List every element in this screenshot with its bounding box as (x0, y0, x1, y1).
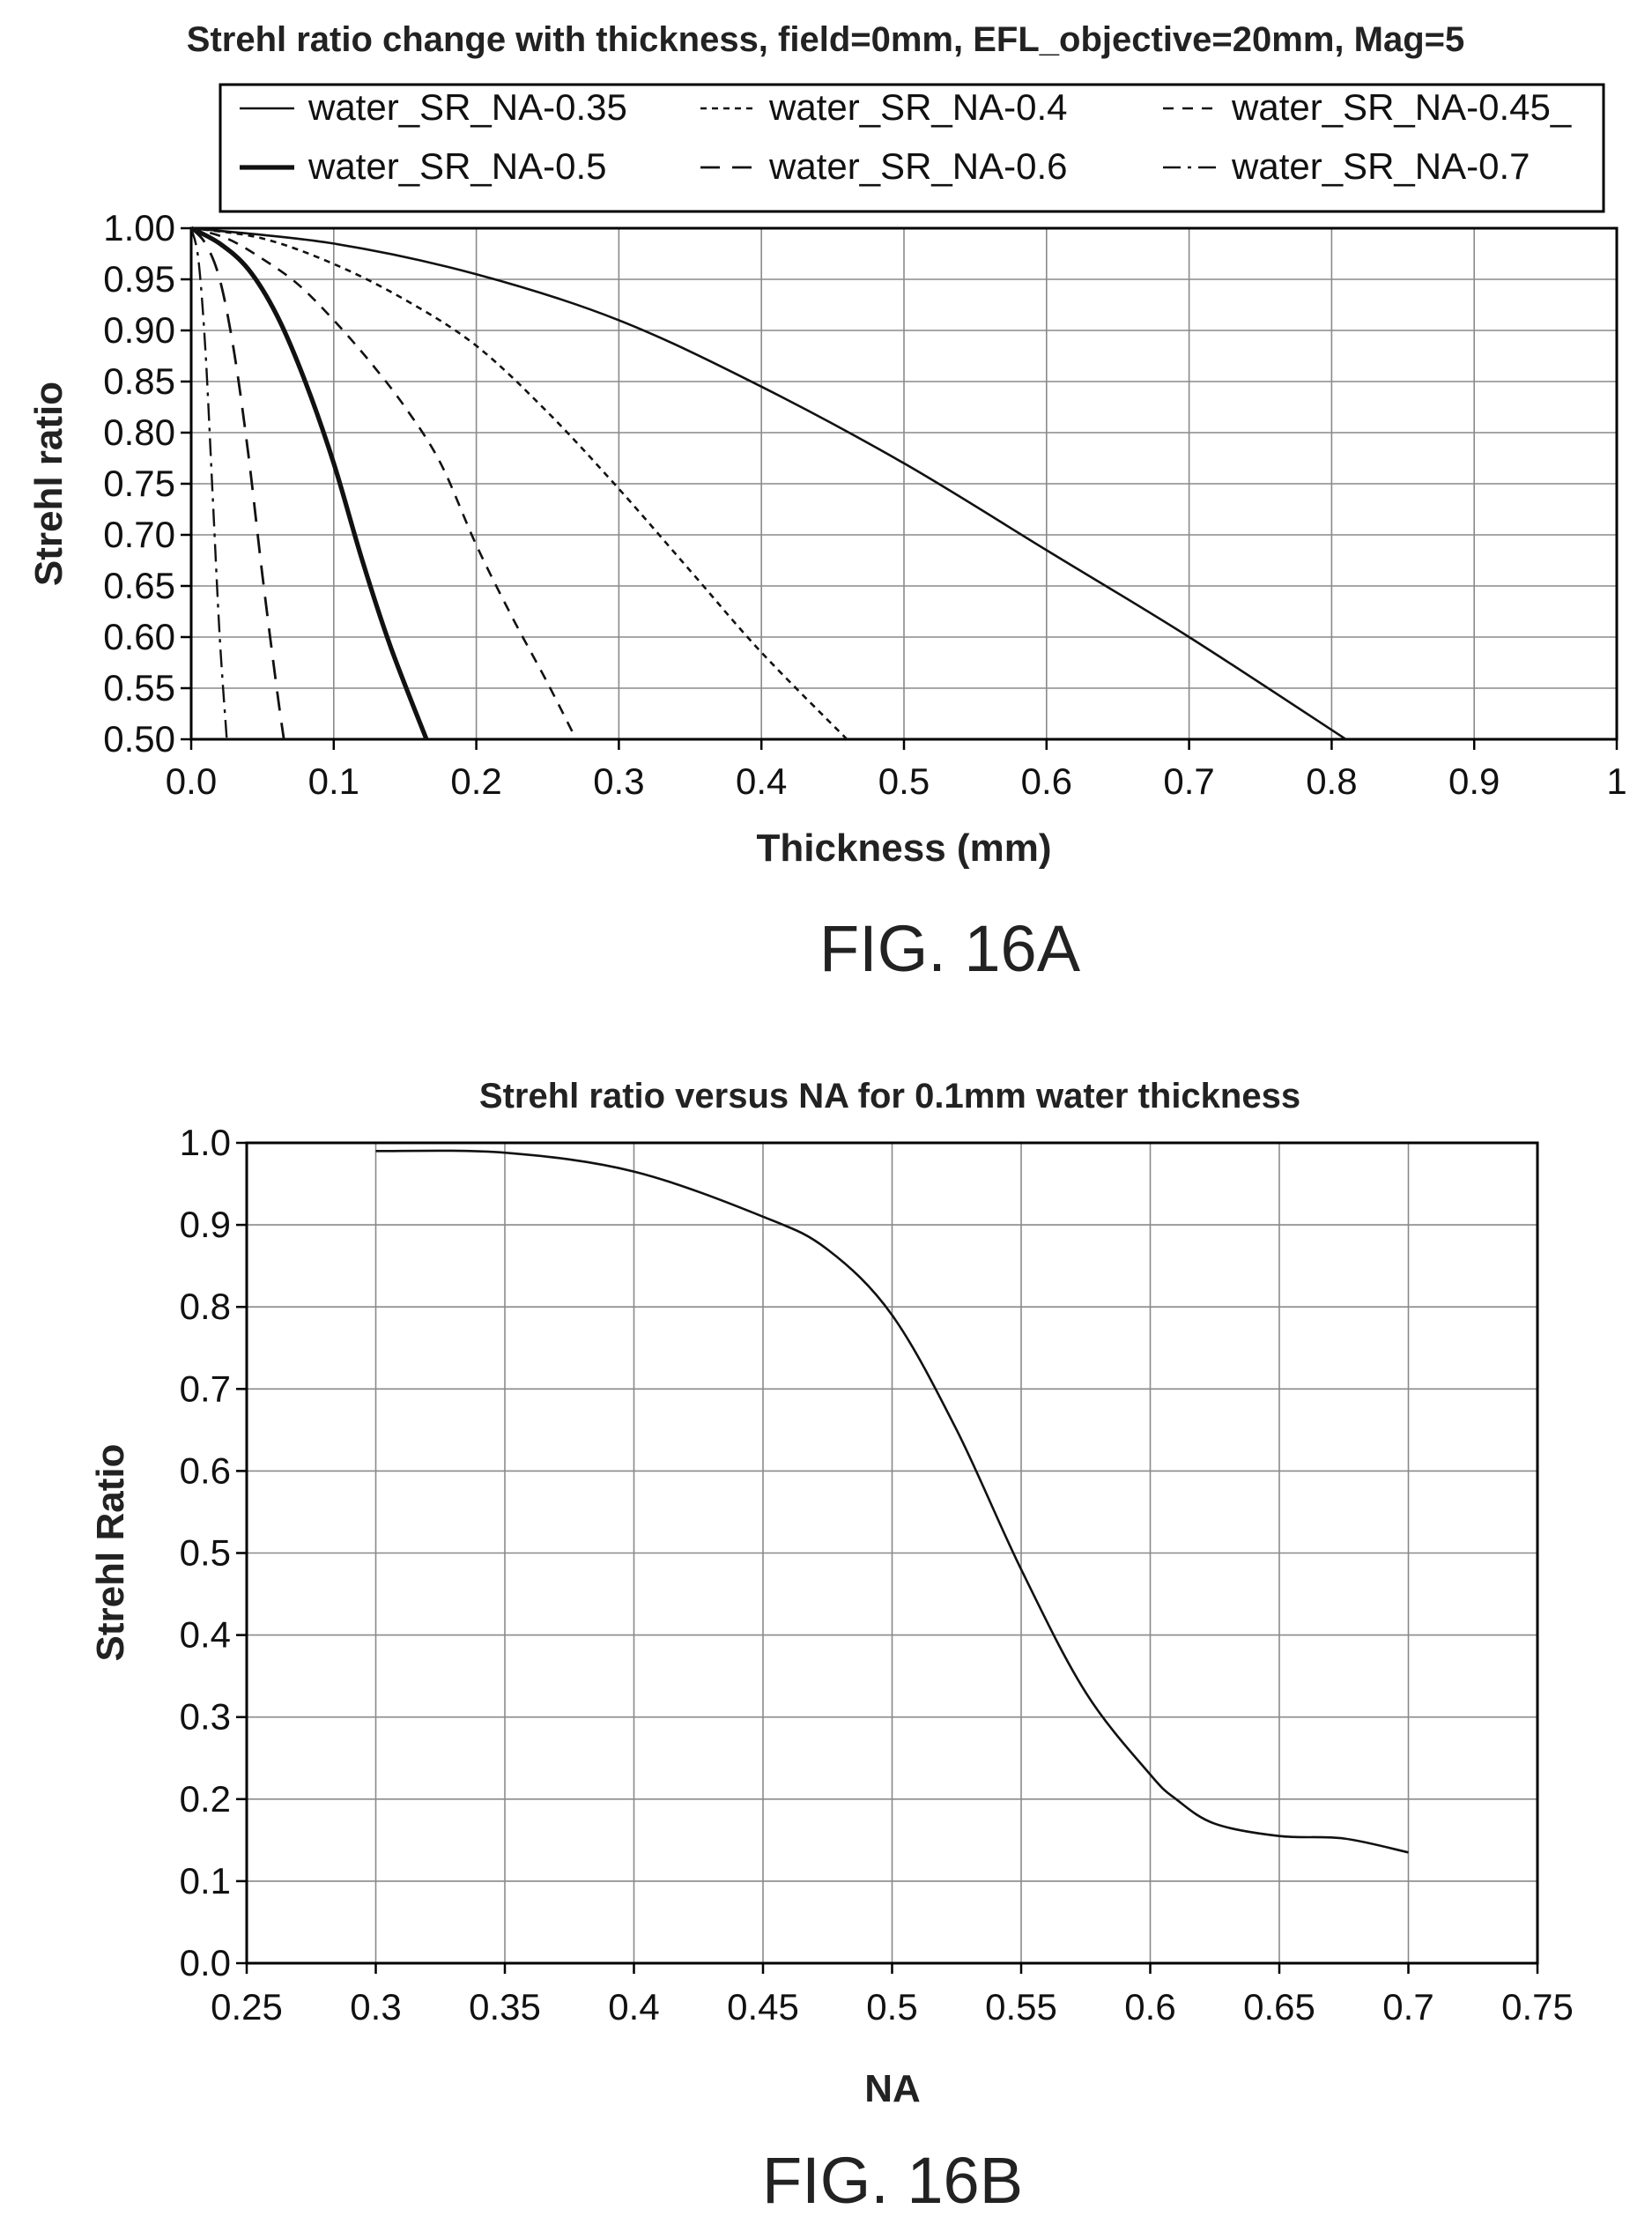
x-tick-label: 0.75 (1501, 1986, 1574, 2028)
y-tick-label: 0.8 (180, 1286, 231, 1327)
x-tick-label: 0.8 (1306, 760, 1357, 802)
y-tick-label: 0.9 (180, 1204, 231, 1245)
x-tick-label: 0.1 (308, 760, 359, 802)
legend-label-4: water_SR_NA-0.5 (307, 145, 606, 187)
x-tick-label: 0.3 (593, 760, 644, 802)
series-line-5 (189, 226, 285, 740)
x-tick-label: 0.45 (727, 1986, 799, 2028)
y-tick-label: 0.65 (103, 565, 175, 606)
chart-16a-grid (191, 228, 1617, 739)
legend-label-3: water_SR_NA-0.45_ (1231, 86, 1572, 128)
series-line-1 (190, 226, 1347, 741)
series-line-2 (190, 226, 848, 740)
y-tick-label: 0.0 (180, 1942, 231, 1983)
x-tick-label: 0.5 (878, 760, 930, 802)
x-tick-label: 0.6 (1021, 760, 1072, 802)
chart-16b-x-axis-label: NA (864, 2067, 921, 2110)
x-tick-label: 0.7 (1382, 1986, 1433, 2028)
y-tick-label: 0.95 (103, 258, 175, 300)
x-tick-label: 0.4 (608, 1986, 659, 2028)
chart-16a-legend-box (219, 83, 1605, 213)
chart-16a-x-ticks: 0.0 0.1 0.2 0.3 0.4 0.5 0.6 0.7 0.8 0.9 1 (166, 739, 1627, 802)
x-tick-label: 0.6 (1124, 1986, 1175, 2028)
series-line-4 (189, 226, 429, 740)
y-tick-label: 0.55 (103, 667, 175, 708)
legend-label-5: water_SR_NA-0.6 (768, 145, 1067, 187)
x-tick-label: 0.5 (866, 1986, 917, 2028)
y-tick-label: 0.4 (180, 1614, 231, 1656)
x-tick-label: 0.0 (166, 760, 217, 802)
chart-16b-y-ticks: 0.0 0.1 0.2 0.3 0.4 0.5 0.6 0.7 0.8 0.9 1.0 (180, 1122, 247, 1983)
y-tick-label: 0.70 (103, 514, 175, 555)
chart-16a-title: Strehl ratio change with thickness, fiel… (187, 20, 1464, 59)
y-tick-label: 0.7 (180, 1368, 231, 1409)
x-tick-label: 0.7 (1163, 760, 1214, 802)
y-tick-label: 0.1 (180, 1860, 231, 1902)
chart-16a-x-axis-label: Thickness (mm) (757, 827, 1052, 870)
x-tick-label: 0.3 (350, 1986, 401, 2028)
chart-16a-y-ticks: 0.50 0.55 0.60 0.65 0.70 0.75 0.80 0.85 0.90 0.95… (103, 207, 191, 760)
y-tick-label: 0.50 (103, 718, 175, 760)
y-tick-label: 0.3 (180, 1696, 231, 1738)
chart-16b-figure-label: FIG. 16B (762, 2144, 1023, 2217)
chart-16a-series (189, 226, 1347, 741)
y-tick-label: 0.6 (180, 1449, 231, 1491)
x-tick-label: 0.9 (1448, 760, 1500, 802)
y-tick-label: 0.60 (103, 616, 175, 657)
x-tick-label: 0.55 (985, 1986, 1057, 2028)
legend-label-1: water_SR_NA-0.35 (307, 86, 627, 128)
chart-16a-legend: water_SR_NA-0.35 water_SR_NA-0.4 water_SR_… (240, 86, 1572, 187)
chart-16a-figure-label: FIG. 16A (819, 912, 1081, 985)
series-line-3 (190, 226, 578, 740)
x-tick-label: 0.2 (450, 760, 501, 802)
y-tick-label: 0.90 (103, 309, 175, 351)
y-tick-label: 0.2 (180, 1778, 231, 1820)
y-tick-label: 0.85 (103, 360, 175, 402)
y-tick-label: 0.80 (103, 411, 175, 453)
x-tick-label: 0.25 (211, 1986, 283, 2028)
chart-16b-y-axis-label: Strehl Ratio (89, 1444, 132, 1662)
x-tick-label: 0.35 (469, 1986, 541, 2028)
y-tick-label: 0.75 (103, 463, 175, 504)
chart-16a: Strehl ratio change with thickness, fiel… (27, 20, 1627, 985)
chart-16b-title: Strehl ratio versus NA for 0.1mm water t… (479, 1077, 1300, 1116)
legend-label-6: water_SR_NA-0.7 (1231, 145, 1530, 187)
chart-16b-grid (247, 1143, 1537, 1963)
chart-16a-y-axis-label: Strehl ratio (27, 382, 70, 586)
series-line-6 (189, 227, 228, 740)
y-tick-label: 0.5 (180, 1532, 231, 1574)
series-line-1 (375, 1149, 1409, 1854)
x-tick-label: 0.4 (736, 760, 787, 802)
legend-label-2: water_SR_NA-0.4 (768, 86, 1067, 128)
x-tick-label: 1 (1606, 760, 1626, 802)
chart-16b: Strehl ratio versus NA for 0.1mm water t… (89, 1077, 1574, 2217)
y-tick-label: 1.00 (103, 207, 175, 248)
x-tick-label: 0.65 (1243, 1986, 1315, 2028)
chart-16b-x-ticks: 0.25 0.3 0.35 0.4 0.45 0.5 0.55 0.6 0.65 0.7 0.75 (211, 1963, 1574, 2028)
chart-16b-series (375, 1149, 1409, 1854)
y-tick-label: 1.0 (180, 1122, 231, 1163)
